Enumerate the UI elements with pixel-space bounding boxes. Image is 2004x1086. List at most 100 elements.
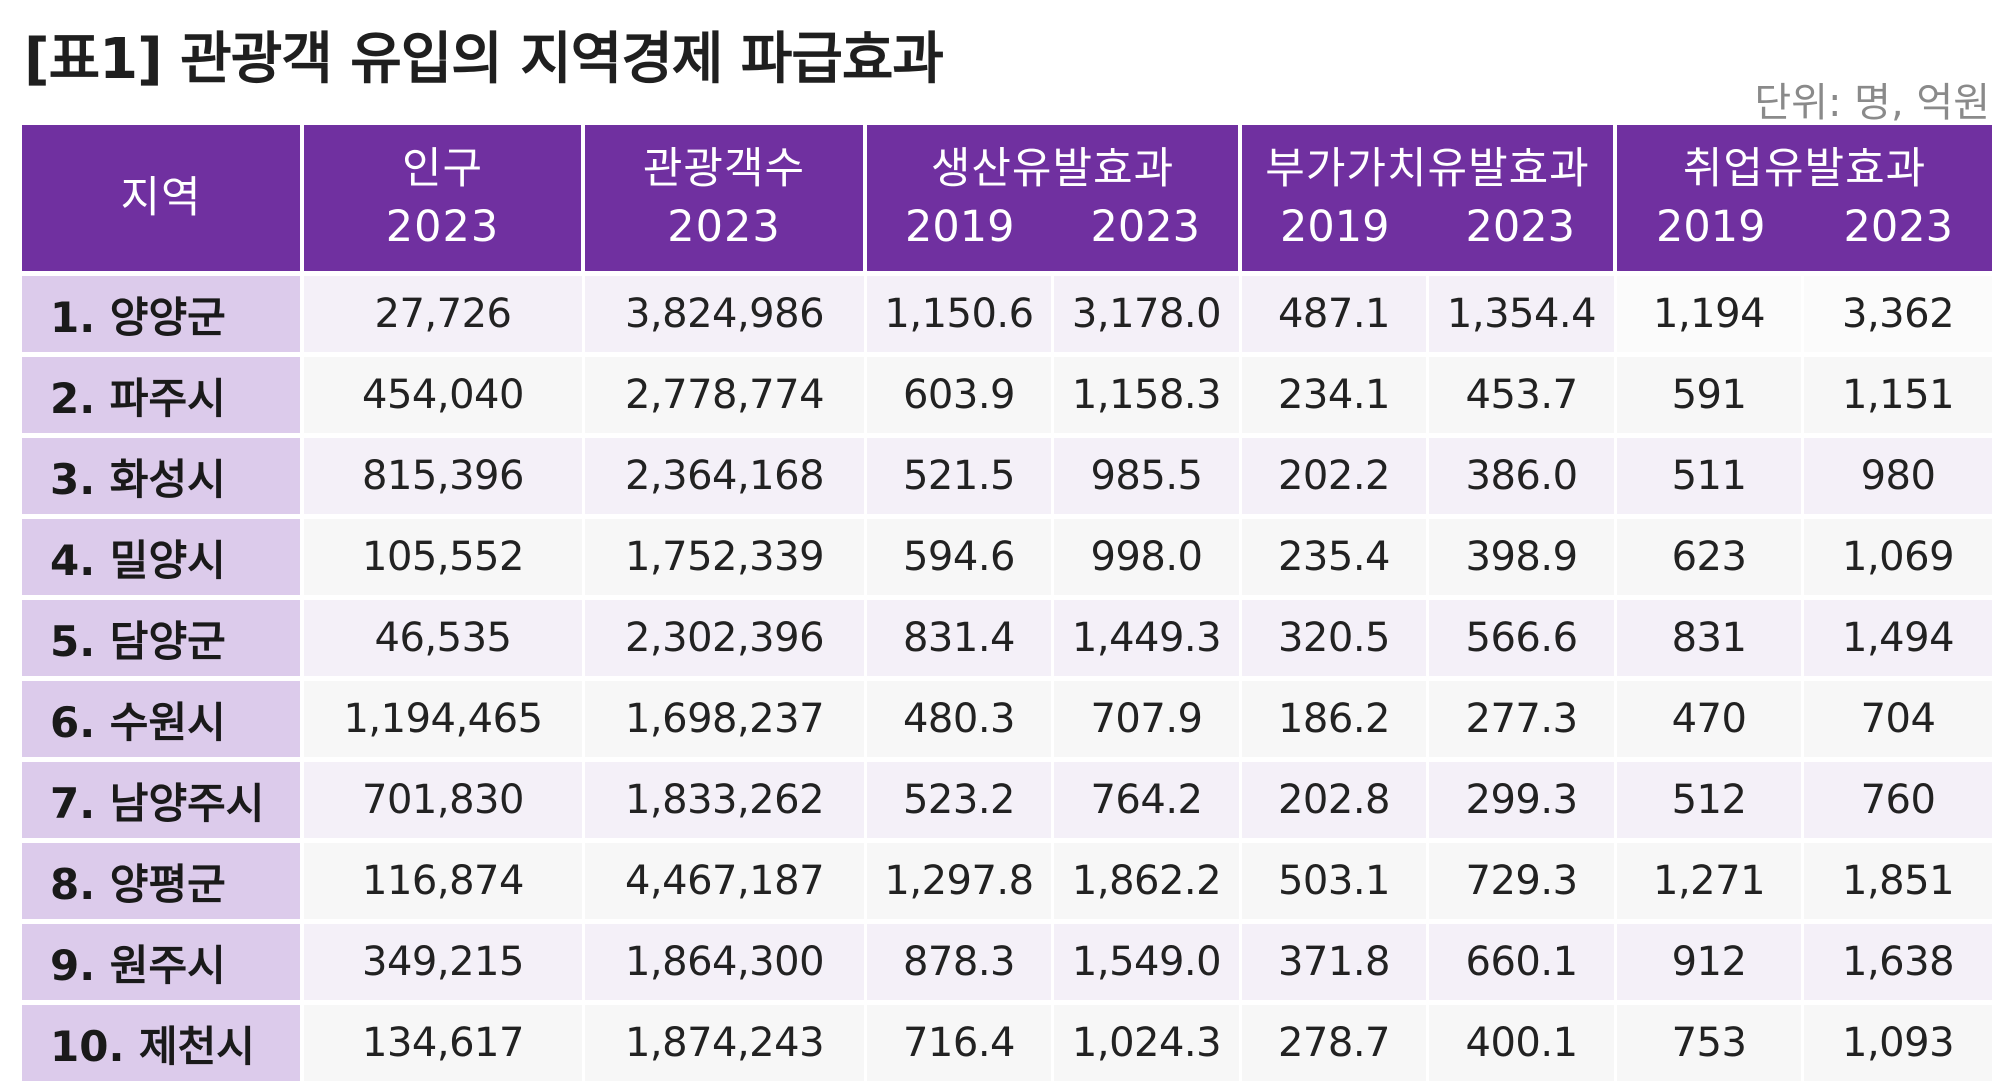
employment-2023-cell: 760 bbox=[1804, 762, 1993, 843]
production-2019-cell: 1,297.8 bbox=[867, 843, 1054, 924]
region-cell: 8. 양평군 bbox=[22, 843, 304, 924]
production-2019-cell: 716.4 bbox=[867, 1005, 1054, 1086]
page-title: [표1] 관광객 유입의 지역경제 파급효과 bbox=[24, 27, 944, 92]
header-production-label: 생산유발효과 bbox=[930, 144, 1175, 194]
employment-2019-cell: 1,271 bbox=[1617, 843, 1805, 924]
region-cell: 6. 수원시 bbox=[22, 681, 304, 762]
header-tourists-year: 2023 bbox=[667, 202, 781, 252]
table-row: 7. 남양주시 701,830 1,833,262 523.2 764.2 20… bbox=[22, 762, 1993, 843]
production-2023-cell: 764.2 bbox=[1054, 762, 1242, 843]
value-added-2019-cell: 234.1 bbox=[1242, 357, 1429, 438]
region-cell: 5. 담양군 bbox=[22, 600, 304, 681]
table-body: 1. 양양군 27,726 3,824,986 1,150.6 3,178.0 … bbox=[22, 276, 1993, 1086]
value-added-2023-cell: 398.9 bbox=[1429, 519, 1618, 600]
value-added-2019-cell: 320.5 bbox=[1242, 600, 1429, 681]
header-tourists: 관광객수 2023 bbox=[585, 125, 867, 276]
population-cell: 27,726 bbox=[304, 276, 585, 357]
production-2019-cell: 594.6 bbox=[867, 519, 1054, 600]
employment-2019-cell: 591 bbox=[1617, 357, 1805, 438]
production-2019-cell: 1,150.6 bbox=[867, 276, 1054, 357]
production-2019-cell: 480.3 bbox=[867, 681, 1054, 762]
economic-effect-table: 지역 인구 2023 관광객수 2023 생산유발효과 2019 2023 부가… bbox=[22, 125, 1993, 1086]
header-population: 인구 2023 bbox=[304, 125, 585, 276]
tourists-cell: 1,833,262 bbox=[585, 762, 867, 843]
employment-2019-cell: 511 bbox=[1617, 438, 1805, 519]
employment-2019-cell: 1,194 bbox=[1617, 276, 1805, 357]
production-2023-cell: 998.0 bbox=[1054, 519, 1242, 600]
production-2019-cell: 523.2 bbox=[867, 762, 1054, 843]
unit-note: 단위: 명, 억원 bbox=[1754, 80, 1990, 126]
header-tourists-label: 관광객수 bbox=[642, 144, 806, 194]
tourists-cell: 3,824,986 bbox=[585, 276, 867, 357]
table-row: 8. 양평군 116,874 4,467,187 1,297.8 1,862.2… bbox=[22, 843, 1993, 924]
header-production-year-2019: 2019 bbox=[905, 202, 1015, 252]
production-2023-cell: 1,024.3 bbox=[1054, 1005, 1242, 1086]
header-value-added-label: 부가가치유발효과 bbox=[1265, 144, 1590, 194]
production-2019-cell: 603.9 bbox=[867, 357, 1054, 438]
employment-2019-cell: 512 bbox=[1617, 762, 1805, 843]
table-row: 2. 파주시 454,040 2,778,774 603.9 1,158.3 2… bbox=[22, 357, 1993, 438]
value-added-2023-cell: 1,354.4 bbox=[1429, 276, 1618, 357]
header-value-added-year-2023: 2023 bbox=[1465, 202, 1575, 252]
value-added-2023-cell: 453.7 bbox=[1429, 357, 1618, 438]
employment-2023-cell: 980 bbox=[1804, 438, 1993, 519]
employment-2019-cell: 623 bbox=[1617, 519, 1805, 600]
population-cell: 349,215 bbox=[304, 924, 585, 1005]
value-added-2023-cell: 660.1 bbox=[1429, 924, 1618, 1005]
header-employment-label: 취업유발효과 bbox=[1682, 144, 1927, 194]
header-production-year-2023: 2023 bbox=[1090, 202, 1200, 252]
employment-2023-cell: 1,093 bbox=[1804, 1005, 1993, 1086]
header-value-added: 부가가치유발효과 2019 2023 bbox=[1242, 125, 1618, 276]
region-cell: 1. 양양군 bbox=[22, 276, 304, 357]
value-added-2023-cell: 299.3 bbox=[1429, 762, 1618, 843]
value-added-2023-cell: 400.1 bbox=[1429, 1005, 1618, 1086]
region-cell: 10. 제천시 bbox=[22, 1005, 304, 1086]
value-added-2023-cell: 386.0 bbox=[1429, 438, 1618, 519]
table-row: 5. 담양군 46,535 2,302,396 831.4 1,449.3 32… bbox=[22, 600, 1993, 681]
production-2023-cell: 1,862.2 bbox=[1054, 843, 1242, 924]
employment-2019-cell: 470 bbox=[1617, 681, 1805, 762]
production-2019-cell: 831.4 bbox=[867, 600, 1054, 681]
tourists-cell: 1,698,237 bbox=[585, 681, 867, 762]
value-added-2023-cell: 729.3 bbox=[1429, 843, 1618, 924]
production-2023-cell: 1,549.0 bbox=[1054, 924, 1242, 1005]
tourists-cell: 2,778,774 bbox=[585, 357, 867, 438]
table-row: 4. 밀양시 105,552 1,752,339 594.6 998.0 235… bbox=[22, 519, 1993, 600]
region-cell: 2. 파주시 bbox=[22, 357, 304, 438]
tourists-cell: 4,467,187 bbox=[585, 843, 867, 924]
employment-2019-cell: 753 bbox=[1617, 1005, 1805, 1086]
employment-2019-cell: 831 bbox=[1617, 600, 1805, 681]
production-2019-cell: 878.3 bbox=[867, 924, 1054, 1005]
employment-2023-cell: 1,069 bbox=[1804, 519, 1993, 600]
header-population-year: 2023 bbox=[385, 202, 500, 252]
region-cell: 9. 원주시 bbox=[22, 924, 304, 1005]
production-2023-cell: 1,158.3 bbox=[1054, 357, 1242, 438]
table-row: 9. 원주시 349,215 1,864,300 878.3 1,549.0 3… bbox=[22, 924, 1993, 1005]
tourists-cell: 1,752,339 bbox=[585, 519, 867, 600]
production-2023-cell: 3,178.0 bbox=[1054, 276, 1242, 357]
production-2023-cell: 707.9 bbox=[1054, 681, 1242, 762]
employment-2019-cell: 912 bbox=[1617, 924, 1805, 1005]
region-cell: 7. 남양주시 bbox=[22, 762, 304, 843]
header-region: 지역 bbox=[22, 125, 304, 276]
employment-2023-cell: 3,362 bbox=[1804, 276, 1993, 357]
value-added-2019-cell: 202.2 bbox=[1242, 438, 1429, 519]
production-2023-cell: 985.5 bbox=[1054, 438, 1242, 519]
value-added-2019-cell: 235.4 bbox=[1242, 519, 1429, 600]
population-cell: 1,194,465 bbox=[304, 681, 585, 762]
header-employment-year-2023: 2023 bbox=[1843, 202, 1953, 252]
tourists-cell: 1,864,300 bbox=[585, 924, 867, 1005]
population-cell: 116,874 bbox=[304, 843, 585, 924]
header-population-label: 인구 bbox=[401, 144, 484, 194]
value-added-2019-cell: 278.7 bbox=[1242, 1005, 1429, 1086]
value-added-2019-cell: 487.1 bbox=[1242, 276, 1429, 357]
employment-2023-cell: 704 bbox=[1804, 681, 1993, 762]
value-added-2023-cell: 566.6 bbox=[1429, 600, 1618, 681]
header-employment-year-2019: 2019 bbox=[1656, 202, 1766, 252]
table-header: 지역 인구 2023 관광객수 2023 생산유발효과 2019 2023 부가… bbox=[22, 125, 1993, 276]
tourists-cell: 1,874,243 bbox=[585, 1005, 867, 1086]
population-cell: 701,830 bbox=[304, 762, 585, 843]
employment-2023-cell: 1,494 bbox=[1804, 600, 1993, 681]
value-added-2023-cell: 277.3 bbox=[1429, 681, 1618, 762]
tourists-cell: 2,364,168 bbox=[585, 438, 867, 519]
